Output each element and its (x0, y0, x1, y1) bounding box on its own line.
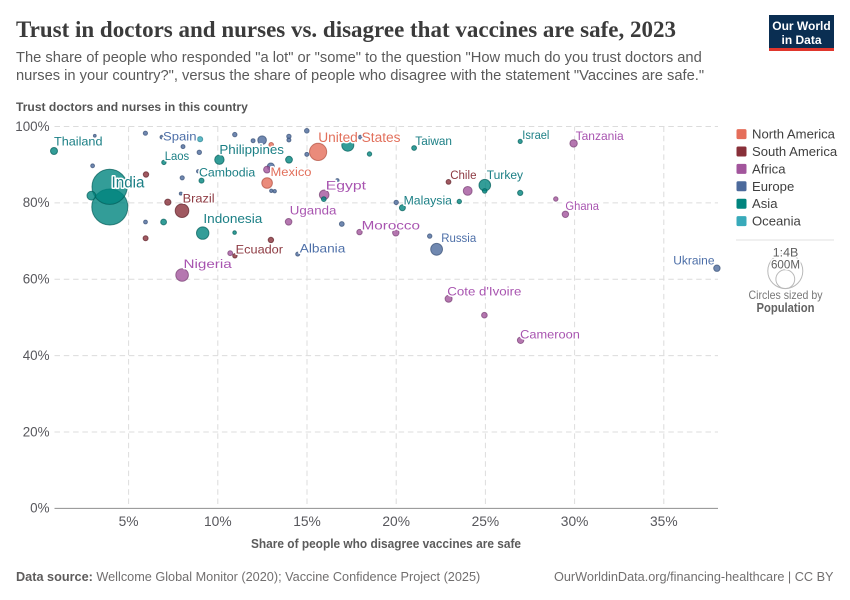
svg-text:35%: 35% (650, 514, 678, 529)
svg-text:40%: 40% (23, 348, 50, 363)
svg-text:Circles sized by: Circles sized by (749, 288, 823, 302)
svg-text:Nigeria: Nigeria (184, 257, 232, 271)
svg-text:Ukraine: Ukraine (673, 253, 714, 267)
svg-text:United States: United States (318, 130, 400, 146)
svg-text:Asia: Asia (752, 196, 778, 211)
svg-text:Uganda: Uganda (290, 204, 337, 218)
svg-text:South America: South America (752, 144, 838, 159)
svg-text:Albania: Albania (300, 241, 346, 255)
svg-text:Cameroon: Cameroon (520, 328, 580, 342)
svg-text:1:4B: 1:4B (773, 246, 799, 260)
svg-text:15%: 15% (293, 514, 321, 529)
svg-text:Ghana: Ghana (565, 199, 599, 213)
svg-text:30%: 30% (561, 514, 589, 529)
svg-text:Cambodia: Cambodia (199, 165, 255, 179)
svg-text:25%: 25% (472, 514, 500, 529)
svg-text:Egypt: Egypt (326, 179, 367, 193)
svg-text:20%: 20% (382, 514, 410, 529)
svg-text:20%: 20% (23, 424, 50, 439)
svg-text:Indonesia: Indonesia (203, 211, 263, 226)
svg-text:Chile: Chile (450, 168, 476, 182)
svg-text:Africa: Africa (752, 161, 786, 176)
svg-text:Taiwan: Taiwan (415, 134, 452, 148)
svg-text:10%: 10% (204, 514, 232, 529)
svg-text:Mexico: Mexico (271, 165, 312, 179)
svg-text:Israel: Israel (522, 128, 549, 142)
svg-text:Spain: Spain (163, 130, 197, 144)
svg-text:Oceania: Oceania (752, 214, 801, 229)
svg-text:80%: 80% (23, 195, 50, 210)
svg-text:Turkey: Turkey (487, 168, 524, 182)
svg-text:0%: 0% (30, 501, 49, 516)
svg-text:Philippines: Philippines (219, 142, 284, 157)
svg-text:Laos: Laos (165, 149, 190, 163)
svg-text:India: India (112, 175, 145, 192)
svg-text:Malaysia: Malaysia (404, 194, 453, 208)
svg-text:Tanzania: Tanzania (576, 129, 624, 143)
svg-text:North America: North America (752, 127, 836, 142)
svg-text:600M: 600M (771, 258, 800, 271)
svg-text:Russia: Russia (441, 231, 476, 245)
svg-text:Ecuador: Ecuador (236, 243, 283, 257)
svg-text:Brazil: Brazil (183, 192, 215, 206)
svg-text:5%: 5% (119, 514, 139, 529)
svg-text:Cote d'Ivoire: Cote d'Ivoire (447, 284, 521, 298)
svg-text:Population: Population (757, 301, 815, 315)
svg-text:60%: 60% (23, 272, 50, 287)
svg-text:Thailand: Thailand (54, 134, 103, 148)
svg-text:Morocco: Morocco (362, 219, 421, 233)
svg-text:100%: 100% (15, 119, 49, 134)
svg-text:Share of people who disagree v: Share of people who disagree vaccines ar… (251, 537, 521, 551)
svg-text:Europe: Europe (752, 179, 794, 194)
